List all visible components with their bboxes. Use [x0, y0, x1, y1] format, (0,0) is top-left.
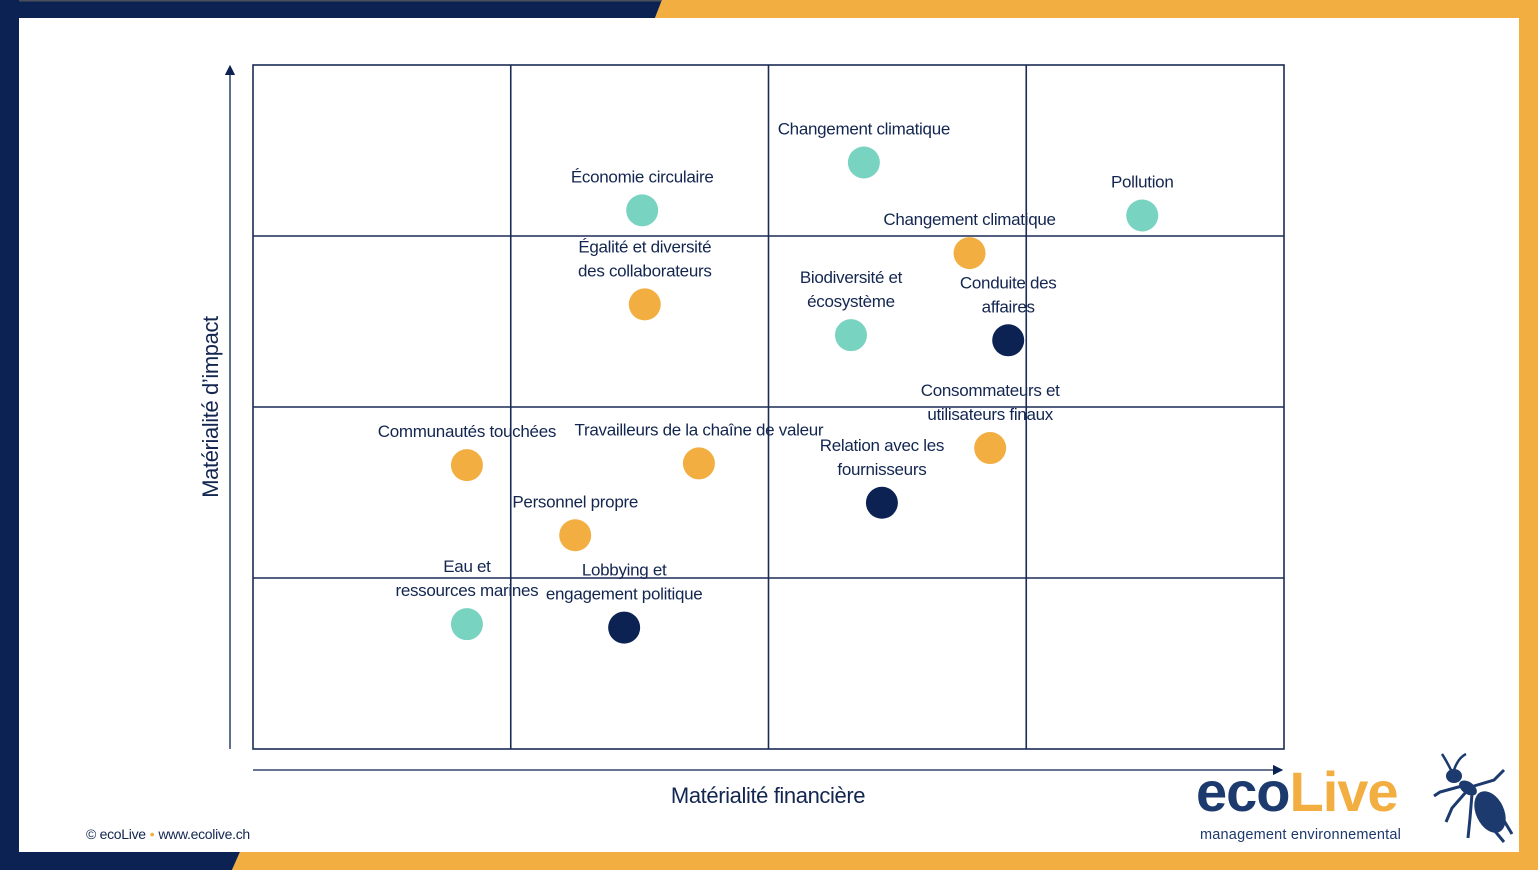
logo-wordmark: ecoLive — [1196, 764, 1399, 820]
data-point: Eau et ressources marines — [395, 557, 539, 641]
point-label: Lobbying et — [582, 561, 667, 580]
point-label: Personnel propre — [512, 492, 638, 511]
logo-eco: eco — [1196, 760, 1290, 823]
point-marker-social — [628, 288, 661, 321]
data-point: Conduite des affaires — [960, 273, 1057, 357]
point-label: fournisseurs — [837, 460, 926, 479]
point-marker-governance — [992, 324, 1025, 357]
point-label: Conduite des — [960, 273, 1057, 292]
ecolive-logo: ecoLive management environnemental — [1196, 752, 1516, 847]
point-marker-environment — [626, 194, 659, 227]
point-marker-environment — [1126, 199, 1159, 232]
point-label: Eau et — [443, 557, 491, 576]
data-point: Biodiversité et écosystème — [800, 268, 903, 352]
point-marker-environment — [450, 608, 483, 641]
point-label: Changement climatique — [883, 210, 1055, 229]
frame-top-navy — [0, 0, 662, 18]
data-point: Communautés touchées — [378, 422, 556, 482]
point-marker-social — [559, 519, 592, 552]
data-points: Économie circulaire Changement climatique… — [378, 119, 1174, 644]
data-point: Lobbying et engagement politique — [546, 561, 703, 644]
frame-right-orange — [1519, 0, 1538, 870]
frame-top-orange — [655, 0, 1538, 18]
grid — [252, 64, 1285, 750]
point-label: Pollution — [1111, 172, 1174, 191]
data-point: Relation avec les fournisseurs — [820, 436, 944, 519]
point-marker-environment — [834, 319, 867, 352]
point-label: Travailleurs de la chaîne de valeur — [575, 420, 824, 439]
y-axis-title: Matérialité d’impact — [198, 316, 223, 498]
point-label: Économie circulaire — [571, 167, 714, 186]
frame-left-navy — [0, 0, 19, 870]
point-label: écosystème — [807, 292, 895, 311]
point-label: des collaborateurs — [578, 261, 712, 280]
data-point: Consommateurs et utilisateurs finaux — [921, 381, 1060, 465]
ant-icon — [1433, 752, 1514, 843]
footer-copyright: © ecoLive • www.ecolive.ch — [86, 826, 250, 842]
point-label: ressources marines — [395, 581, 538, 600]
data-point: Travailleurs de la chaîne de valeur — [575, 420, 824, 480]
point-marker-social — [682, 447, 715, 480]
data-point: Pollution — [1111, 172, 1174, 232]
point-marker-governance — [608, 611, 641, 644]
data-point: Changement climatique — [778, 119, 950, 179]
point-marker-governance — [865, 486, 898, 519]
logo-tagline: management environnemental — [1200, 827, 1402, 843]
point-label: Relation avec les — [820, 436, 944, 455]
point-label: Communautés touchées — [378, 422, 556, 441]
point-label: affaires — [982, 297, 1035, 316]
point-label: Changement climatique — [778, 119, 950, 138]
data-point: Changement climatique — [883, 210, 1056, 270]
point-marker-social — [974, 432, 1007, 465]
frame-bottom-navy — [0, 852, 240, 870]
data-point: Égalité et diversité des collaborateurs — [578, 237, 712, 321]
point-marker-environment — [847, 146, 880, 179]
logo-live: Live — [1289, 760, 1399, 823]
point-label: Biodiversité et — [800, 268, 903, 287]
separator-dot: • — [149, 826, 155, 842]
website-link[interactable]: www.ecolive.ch — [158, 826, 250, 842]
point-marker-social — [450, 449, 483, 482]
frame-bottom-orange — [232, 852, 1538, 870]
point-marker-social — [953, 237, 986, 270]
data-point: Économie circulaire — [571, 167, 714, 227]
point-label: Consommateurs et — [921, 381, 1060, 400]
point-label: Égalité et diversité — [578, 237, 711, 256]
copyright-text: © ecoLive — [86, 826, 146, 842]
point-label: utilisateurs finaux — [927, 405, 1053, 424]
point-label: engagement politique — [546, 585, 703, 604]
x-axis-title: Matérialité financière — [671, 783, 865, 808]
data-point: Personnel propre — [512, 492, 638, 552]
